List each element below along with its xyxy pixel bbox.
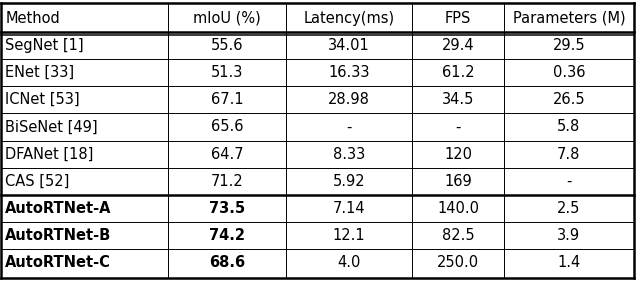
Text: -: - <box>456 119 461 134</box>
Text: 1.4: 1.4 <box>557 255 580 270</box>
Text: 82.5: 82.5 <box>442 228 474 243</box>
Text: 65.6: 65.6 <box>211 119 243 134</box>
Text: 5.92: 5.92 <box>333 174 365 189</box>
Text: DFANet [18]: DFANet [18] <box>5 147 93 162</box>
Text: 0.36: 0.36 <box>553 65 585 80</box>
Text: 29.5: 29.5 <box>552 38 585 53</box>
Text: AutoRTNet-B: AutoRTNet-B <box>5 228 111 243</box>
Text: 26.5: 26.5 <box>552 92 585 107</box>
Text: 3.9: 3.9 <box>557 228 580 243</box>
Text: 67.1: 67.1 <box>211 92 243 107</box>
Text: ICNet [53]: ICNet [53] <box>5 92 80 107</box>
Text: 64.7: 64.7 <box>211 147 243 162</box>
Text: CAS [52]: CAS [52] <box>5 174 70 189</box>
Text: 7.14: 7.14 <box>333 201 365 216</box>
Text: 28.98: 28.98 <box>328 92 370 107</box>
Text: 29.4: 29.4 <box>442 38 474 53</box>
Text: 55.6: 55.6 <box>211 38 243 53</box>
Text: SegNet [1]: SegNet [1] <box>5 38 84 53</box>
Text: Method: Method <box>5 11 60 26</box>
Text: 120: 120 <box>444 147 472 162</box>
Text: Latency(ms): Latency(ms) <box>303 11 394 26</box>
Text: ENet [33]: ENet [33] <box>5 65 74 80</box>
Text: 4.0: 4.0 <box>337 255 360 270</box>
Text: 12.1: 12.1 <box>333 228 365 243</box>
Text: 140.0: 140.0 <box>437 201 479 216</box>
Text: 61.2: 61.2 <box>442 65 474 80</box>
Text: -: - <box>346 119 351 134</box>
Text: 16.33: 16.33 <box>328 65 370 80</box>
Text: AutoRTNet-C: AutoRTNet-C <box>5 255 111 270</box>
Text: FPS: FPS <box>445 11 471 26</box>
Text: 73.5: 73.5 <box>209 201 245 216</box>
Text: BiSeNet [49]: BiSeNet [49] <box>5 119 98 134</box>
Text: 34.5: 34.5 <box>442 92 474 107</box>
Text: 68.6: 68.6 <box>209 255 245 270</box>
Text: 5.8: 5.8 <box>557 119 580 134</box>
Text: 8.33: 8.33 <box>333 147 365 162</box>
Text: 7.8: 7.8 <box>557 147 580 162</box>
Text: 2.5: 2.5 <box>557 201 580 216</box>
Text: 250.0: 250.0 <box>437 255 479 270</box>
Text: -: - <box>566 174 572 189</box>
Text: 51.3: 51.3 <box>211 65 243 80</box>
Text: Parameters (M): Parameters (M) <box>513 11 625 26</box>
Text: 169: 169 <box>444 174 472 189</box>
Text: 74.2: 74.2 <box>209 228 245 243</box>
Text: mIoU (%): mIoU (%) <box>193 11 261 26</box>
Text: 34.01: 34.01 <box>328 38 370 53</box>
Text: 71.2: 71.2 <box>211 174 243 189</box>
Text: AutoRTNet-A: AutoRTNet-A <box>5 201 111 216</box>
